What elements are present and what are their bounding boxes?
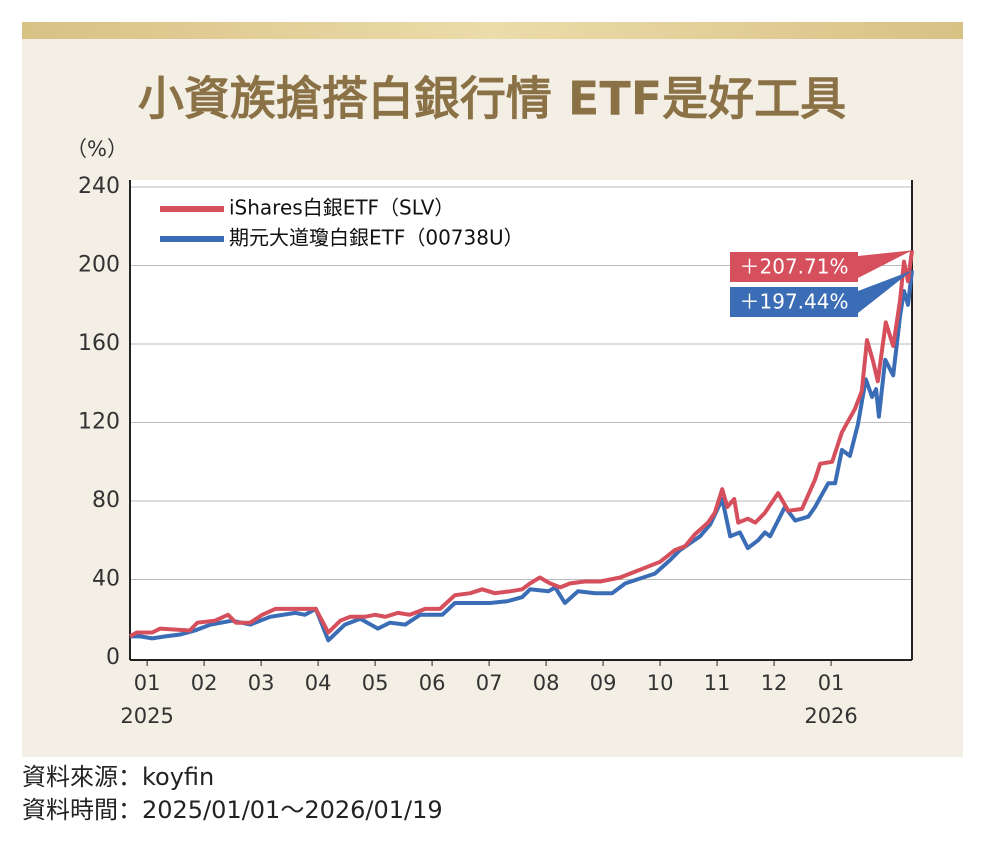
x-tick-label: 03	[248, 671, 275, 695]
y-tick-label: 80	[92, 488, 120, 513]
top-bar	[22, 22, 963, 39]
period: 資料時間：2025/01/01～2026/01/19	[22, 796, 443, 824]
chart-title: 小資族搶搭白銀行情 ETF是好工具	[138, 72, 846, 126]
x-tick-label: 12	[761, 671, 788, 695]
source: 資料來源：koyfin	[22, 763, 214, 791]
y-unit: （%）	[66, 137, 128, 161]
y-tick-label: 120	[78, 410, 120, 435]
x-tick-label: 08	[533, 671, 560, 695]
year-label: 2025	[120, 704, 173, 728]
label-pointer	[858, 250, 912, 278]
end-label-box	[730, 252, 858, 282]
series-line	[130, 270, 914, 643]
x-tick-label: 06	[419, 671, 446, 695]
x-tick-label: 01	[134, 671, 161, 695]
y-tick-label: 0	[106, 645, 120, 670]
x-tick-label: 05	[362, 671, 389, 695]
legend-label: 期元大道瓊白銀ETF（00738U）	[229, 226, 524, 250]
end-label-box	[730, 287, 858, 317]
series-line	[129, 250, 914, 639]
y-tick-label: 200	[78, 253, 120, 278]
x-tick-label: 01	[818, 671, 845, 695]
x-tick-label: 11	[704, 671, 731, 695]
y-tick-label: 240	[78, 174, 120, 199]
x-tick-label: 02	[191, 671, 218, 695]
x-tick-label: 10	[647, 671, 674, 695]
y-tick-label: 160	[78, 331, 120, 356]
label-pointer	[858, 270, 912, 313]
year-label: 2026	[804, 704, 857, 728]
legend-label: iShares白銀ETF（SLV）	[229, 196, 454, 220]
x-tick-label: 04	[305, 671, 332, 695]
end-label: ＋197.44%	[740, 290, 849, 314]
x-tick-label: 09	[590, 671, 617, 695]
y-tick-label: 40	[92, 567, 120, 592]
x-tick-label: 07	[476, 671, 503, 695]
end-label: ＋207.71%	[740, 255, 849, 279]
